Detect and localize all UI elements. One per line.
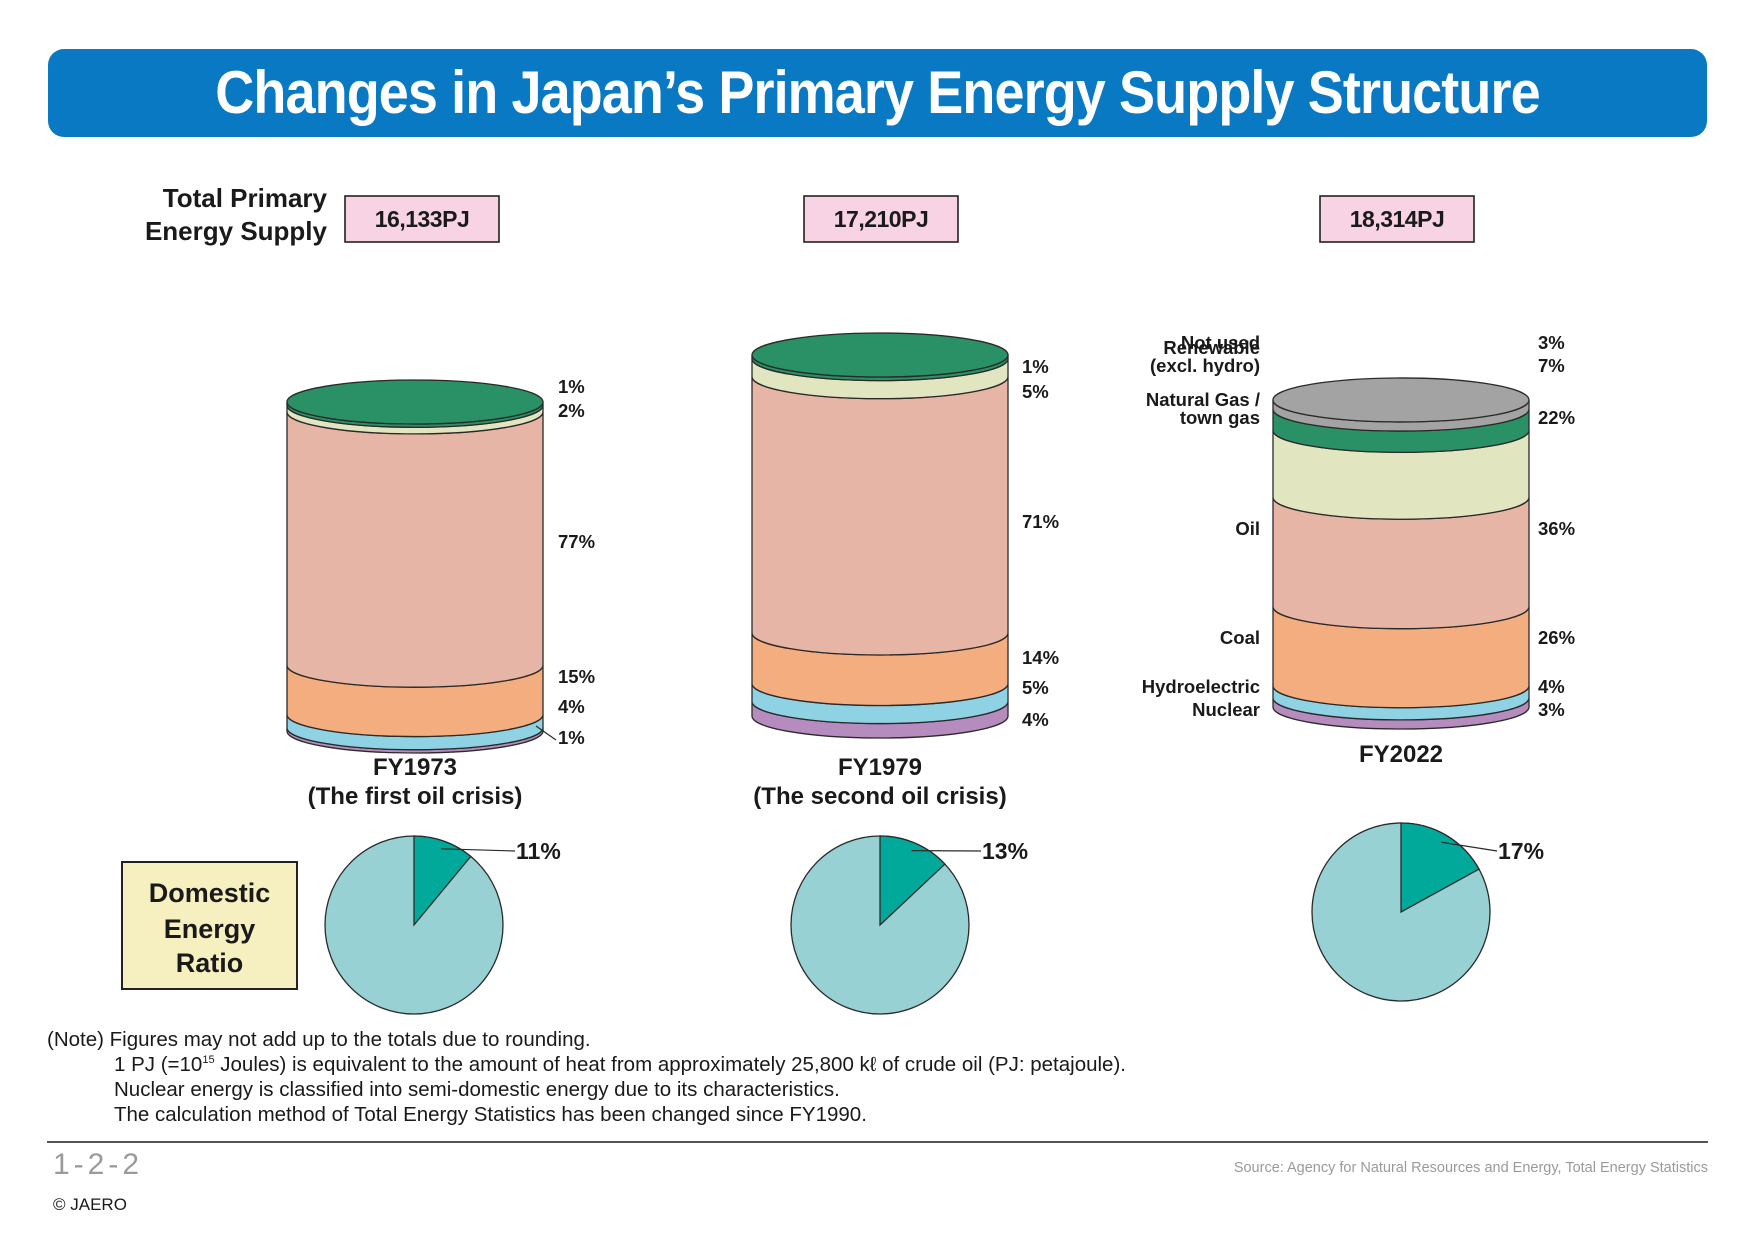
pct-label-coal-fy1973: 15% (558, 666, 595, 687)
note-line-2-exponent: 15 (202, 1054, 215, 1066)
pct-label-nuclear-fy2022: 3% (1538, 699, 1565, 720)
note-line-2: 1 PJ (=1015 Joules) is equivalent to the… (47, 1052, 1126, 1077)
segment-oil (286, 411, 544, 688)
pct-label-not-used-fy2022: 3% (1538, 332, 1565, 353)
pct-label-oil-fy2022: 36% (1538, 518, 1575, 539)
total-supply-label-line1: Total Primary (163, 183, 328, 213)
domestic-ratio-box (121, 861, 298, 990)
pct-label-hydroelectric-fy2022: 4% (1538, 676, 1565, 697)
pct-label-hydroelectric-fy1973: 4% (558, 696, 585, 717)
total-supply-value-fy2022: 18,314PJ (1350, 206, 1444, 232)
pie-fy1979: 13% (790, 835, 1028, 1015)
pct-label-renewable-excl-hydro-fy2022: 7% (1538, 355, 1565, 376)
note-line-4: The calculation method of Total Energy S… (114, 1103, 867, 1126)
notes: (Note) Figures may not add up to the tot… (47, 1027, 1126, 1127)
pie-label-fy2022: 17% (1498, 838, 1544, 864)
pie-slice-domestic (879, 835, 946, 927)
domestic-ratio-label-line2: Energy (164, 914, 256, 944)
cylinder-fy1979: 4% 5% 14% 71% 5% 1% FY1979(The second oil cris… (751, 195, 1059, 810)
segment-name-not-used: Not used (1181, 332, 1260, 353)
source-note: Source: Agency for Natural Resources and… (1233, 1160, 1708, 1176)
segment-name-natural-gas-town-gas: town gas (1180, 407, 1260, 428)
pct-label-natural-gas-town-gas-fy1979: 5% (1022, 381, 1049, 402)
pie-fy1973: 11% (324, 835, 561, 1015)
category-label-fy1973: FY1973 (373, 754, 457, 781)
cylinder-top-renewable-excl-hydro (751, 332, 1009, 378)
total-supply-value-fy1979: 17,210PJ (834, 206, 928, 232)
pct-label-renewable-excl-hydro-fy1979: 1% (1022, 356, 1049, 377)
pct-label-nuclear-fy1979: 4% (1022, 709, 1049, 730)
note-line-2-suffix: Joules) is equivalent to the amount of h… (214, 1053, 1126, 1076)
pct-label-natural-gas-town-gas-fy2022: 22% (1538, 407, 1575, 428)
segment-oil (751, 376, 1009, 656)
cylinder-fy1973: 1% 4% 15% 77% 2% 1% FY1973(The first oil crisi… (286, 195, 595, 810)
leader-line-nuclear (535, 725, 557, 741)
note-line-3: Nuclear energy is classified into semi-d… (114, 1078, 840, 1101)
pct-label-nuclear-fy1973: 1% (558, 727, 585, 748)
page-title: Changes in Japan’s Primary Energy Supply… (215, 59, 1540, 126)
pct-label-oil-fy1979: 71% (1022, 511, 1059, 532)
segment-name-natural-gas-town-gas: Natural Gas / (1146, 389, 1260, 410)
pct-label-renewable-excl-hydro-fy1973: 1% (558, 376, 585, 397)
segment-name-nuclear: Nuclear (1192, 699, 1260, 720)
category-subtitle-fy1973: (The first oil crisis) (308, 783, 523, 810)
pie-leader-line (1441, 841, 1498, 852)
category-label-fy1979: FY1979 (838, 754, 922, 781)
total-supply-box-fy1979 (803, 195, 959, 243)
pct-label-coal-fy2022: 26% (1538, 627, 1575, 648)
pct-label-natural-gas-town-gas-fy1973: 2% (558, 400, 585, 421)
footer-divider (47, 1141, 1708, 1143)
pie-label-fy1973: 11% (516, 838, 561, 864)
domestic-ratio-label-line3: Ratio (176, 948, 244, 978)
category-subtitle-fy1979: (The second oil crisis) (753, 783, 1006, 810)
figure-code: 1-2-2 (53, 1148, 144, 1181)
pct-label-oil-fy1973: 77% (558, 531, 595, 552)
segment-name-renewable-excl-hydro: Renewable (1163, 337, 1260, 358)
pct-label-coal-fy1979: 14% (1022, 647, 1059, 668)
segment-name-hydroelectric: Hydroelectric (1142, 676, 1260, 697)
pie-leader-line (440, 848, 516, 852)
total-supply-value-fy1973: 16,133PJ (375, 206, 469, 232)
pie-slice-domestic (413, 835, 472, 927)
cylinder-fy2022: 3% Nuclear 4% Hydroelectric 26% Coal 36% Oil 22%… (1142, 195, 1575, 768)
pie-label-fy1979: 13% (982, 838, 1028, 864)
domestic-ratio-label-line1: Domestic (149, 878, 271, 908)
total-supply-box-fy1973 (344, 195, 500, 243)
pie-fy2022: 17% (1311, 822, 1544, 1002)
note-line-2-prefix: 1 PJ (=10 (114, 1053, 203, 1076)
note-line-1: (Note) Figures may not add up to the tot… (47, 1028, 591, 1051)
pct-label-hydroelectric-fy1979: 5% (1022, 677, 1049, 698)
cylinder-top-not-used (1272, 377, 1530, 423)
title-banner: Changes in Japan’s Primary Energy Supply… (48, 49, 1707, 137)
segment-name-oil: Oil (1235, 518, 1260, 539)
total-supply-label-line2: Energy Supply (145, 216, 328, 246)
segment-name-renewable-excl-hydro: (excl. hydro) (1150, 355, 1260, 376)
copyright: © JAERO (53, 1195, 127, 1214)
total-supply-box-fy2022 (1319, 195, 1475, 243)
segment-name-coal: Coal (1220, 627, 1260, 648)
category-label-fy2022: FY2022 (1359, 741, 1443, 768)
cylinder-top-renewable-excl-hydro (286, 379, 544, 425)
